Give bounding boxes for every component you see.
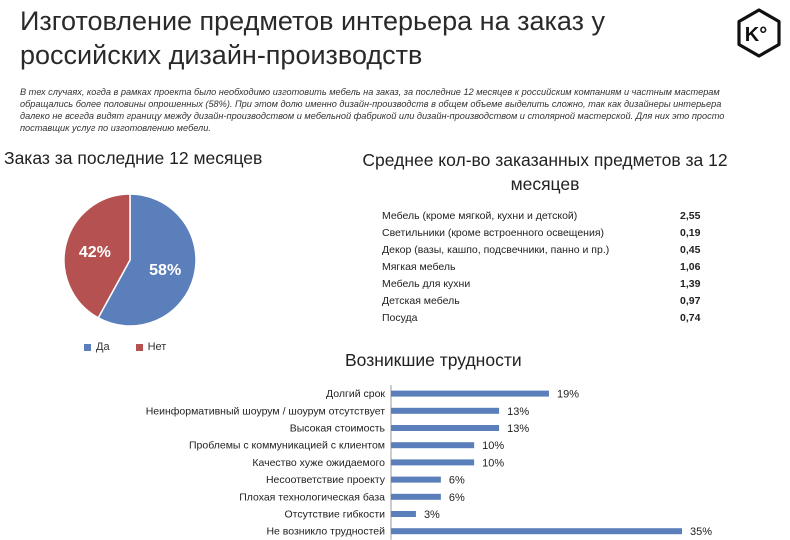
pie-slice-no — [63, 193, 131, 319]
row-value: 1,06 — [680, 261, 701, 273]
row-value: 1,39 — [680, 278, 701, 290]
page-title: Изготовление предметов интерьера на зака… — [20, 6, 605, 70]
row-label: Мебель (кроме мягкой, кухни и детской) — [382, 210, 578, 222]
table-row: Мебель для кухни 1,39 — [382, 276, 712, 293]
legend-label-yes: Да — [96, 341, 110, 353]
difficulties-bar-chart: Долгий срок 19% Неинформативный шоурум / ш… — [146, 385, 712, 540]
row-label: Мягкая мебель — [382, 261, 456, 273]
bar-value-label: 10% — [482, 440, 504, 452]
bar-category-label: Плохая технологическая база — [239, 491, 385, 503]
bar-value-label: 6% — [449, 492, 465, 504]
table-row: Мебель (кроме мягкой, кухни и детской) 2,… — [382, 208, 712, 225]
bar — [391, 493, 441, 500]
row-value: 0,74 — [680, 312, 701, 324]
logo-text: K° — [745, 24, 767, 46]
bar-value-label: 6% — [449, 475, 465, 487]
bar-value-label: 19% — [557, 389, 579, 401]
table-row: Детская мебель 0,97 — [382, 293, 712, 310]
bar-value-label: 35% — [690, 526, 712, 538]
pie-label-yes: 58% — [149, 262, 181, 279]
bar — [391, 390, 549, 397]
legend-item-yes: Да — [84, 341, 110, 353]
row-label: Детская мебель — [382, 295, 460, 307]
bar-category-label: Неинформативный шоурум / шоурум отсутств… — [146, 405, 386, 417]
pie-slice-yes — [97, 193, 197, 327]
pie-chart-title: Заказ за последние 12 месяцев — [4, 148, 263, 168]
row-label: Посуда — [382, 312, 418, 324]
legend-swatch-yes — [84, 343, 91, 351]
items-table-title: Среднее кол-во заказанных предметов за 1… — [362, 150, 728, 194]
bar-category-label: Высокая стоимость — [290, 423, 386, 435]
bar-value-label: 13% — [507, 423, 529, 435]
pie-legend: Да Нет — [84, 341, 166, 353]
bar — [391, 425, 500, 431]
pie-chart: 58% 42% — [60, 190, 200, 330]
row-value: 0,19 — [680, 227, 701, 239]
bar-category-label: Долгий срок — [326, 388, 385, 400]
row-label: Декор (вазы, кашпо, подсвечники, панно и… — [382, 244, 610, 256]
intro-paragraph: В тех случаях, когда в рамках проекта бы… — [20, 87, 725, 133]
pie-label-no: 42% — [79, 244, 111, 261]
bar — [391, 459, 475, 466]
bar-category-label: Отсутствие гибкости — [285, 509, 386, 521]
legend-item-no: Нет — [135, 341, 167, 353]
bar-chart-title: Возникшие трудности — [345, 350, 522, 370]
row-value: 2,55 — [680, 210, 701, 222]
company-logo: K° — [737, 8, 781, 58]
bar-value-label: 10% — [482, 457, 504, 469]
bar — [391, 511, 416, 517]
bar — [391, 407, 500, 414]
bar-category-label: Несоответствие проекту — [266, 474, 386, 486]
bar-category-label: Качество хуже ожидаемого — [252, 457, 385, 469]
table-row: Светильники (кроме встроенного освещения… — [382, 225, 712, 242]
bar-value-label: 3% — [424, 509, 440, 521]
legend-swatch-no — [135, 343, 143, 351]
bar — [391, 476, 441, 483]
bar — [391, 528, 682, 535]
row-value: 0,97 — [680, 295, 701, 307]
table-row: Декор (вазы, кашпо, подсвечники, панно и… — [382, 242, 712, 259]
row-value: 0,45 — [680, 244, 701, 256]
row-label: Светильники (кроме встроенного освещения… — [382, 227, 605, 239]
table-row: Посуда 0,74 — [382, 310, 712, 327]
row-label: Мебель для кухни — [382, 278, 471, 290]
bar-category-label: Не возникло трудностей — [266, 526, 385, 538]
table-row: Мягкая мебель 1,06 — [382, 259, 712, 276]
bar-value-label: 13% — [507, 406, 529, 418]
bar-category-label: Проблемы с коммуникацией с клиентом — [189, 440, 385, 452]
legend-label-no: Нет — [147, 341, 167, 353]
items-table: Мебель (кроме мягкой, кухни и детской) 2,… — [382, 208, 712, 327]
bar — [391, 442, 475, 449]
